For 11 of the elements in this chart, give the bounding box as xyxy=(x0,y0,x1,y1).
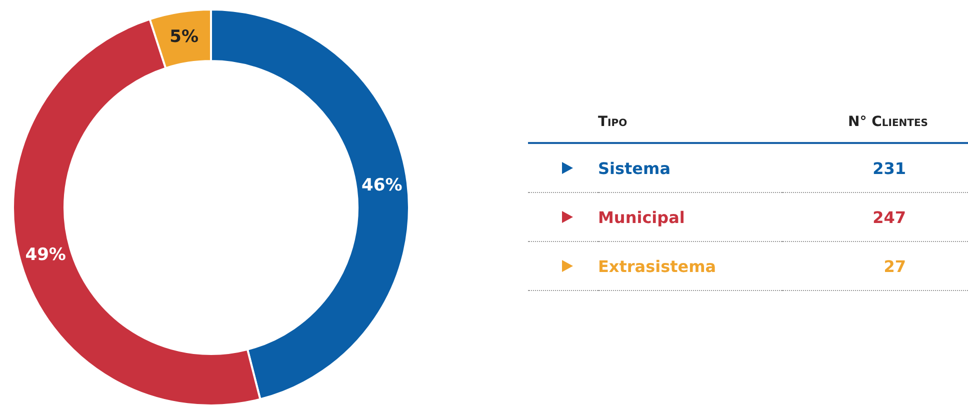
text: N° Clientes xyxy=(782,108,968,143)
text: 231 xyxy=(782,143,968,192)
text: 247 xyxy=(782,192,968,242)
data-label: 5% xyxy=(170,26,198,47)
data-label: 46% xyxy=(362,175,402,196)
text: 27 xyxy=(782,242,968,290)
data-label: 49% xyxy=(25,244,66,265)
legend-label: Municipal xyxy=(598,192,782,242)
legend-label: Extrasistema xyxy=(598,242,782,290)
legend-title: Tipo xyxy=(598,108,782,143)
legend-label: Sistema xyxy=(598,143,782,192)
